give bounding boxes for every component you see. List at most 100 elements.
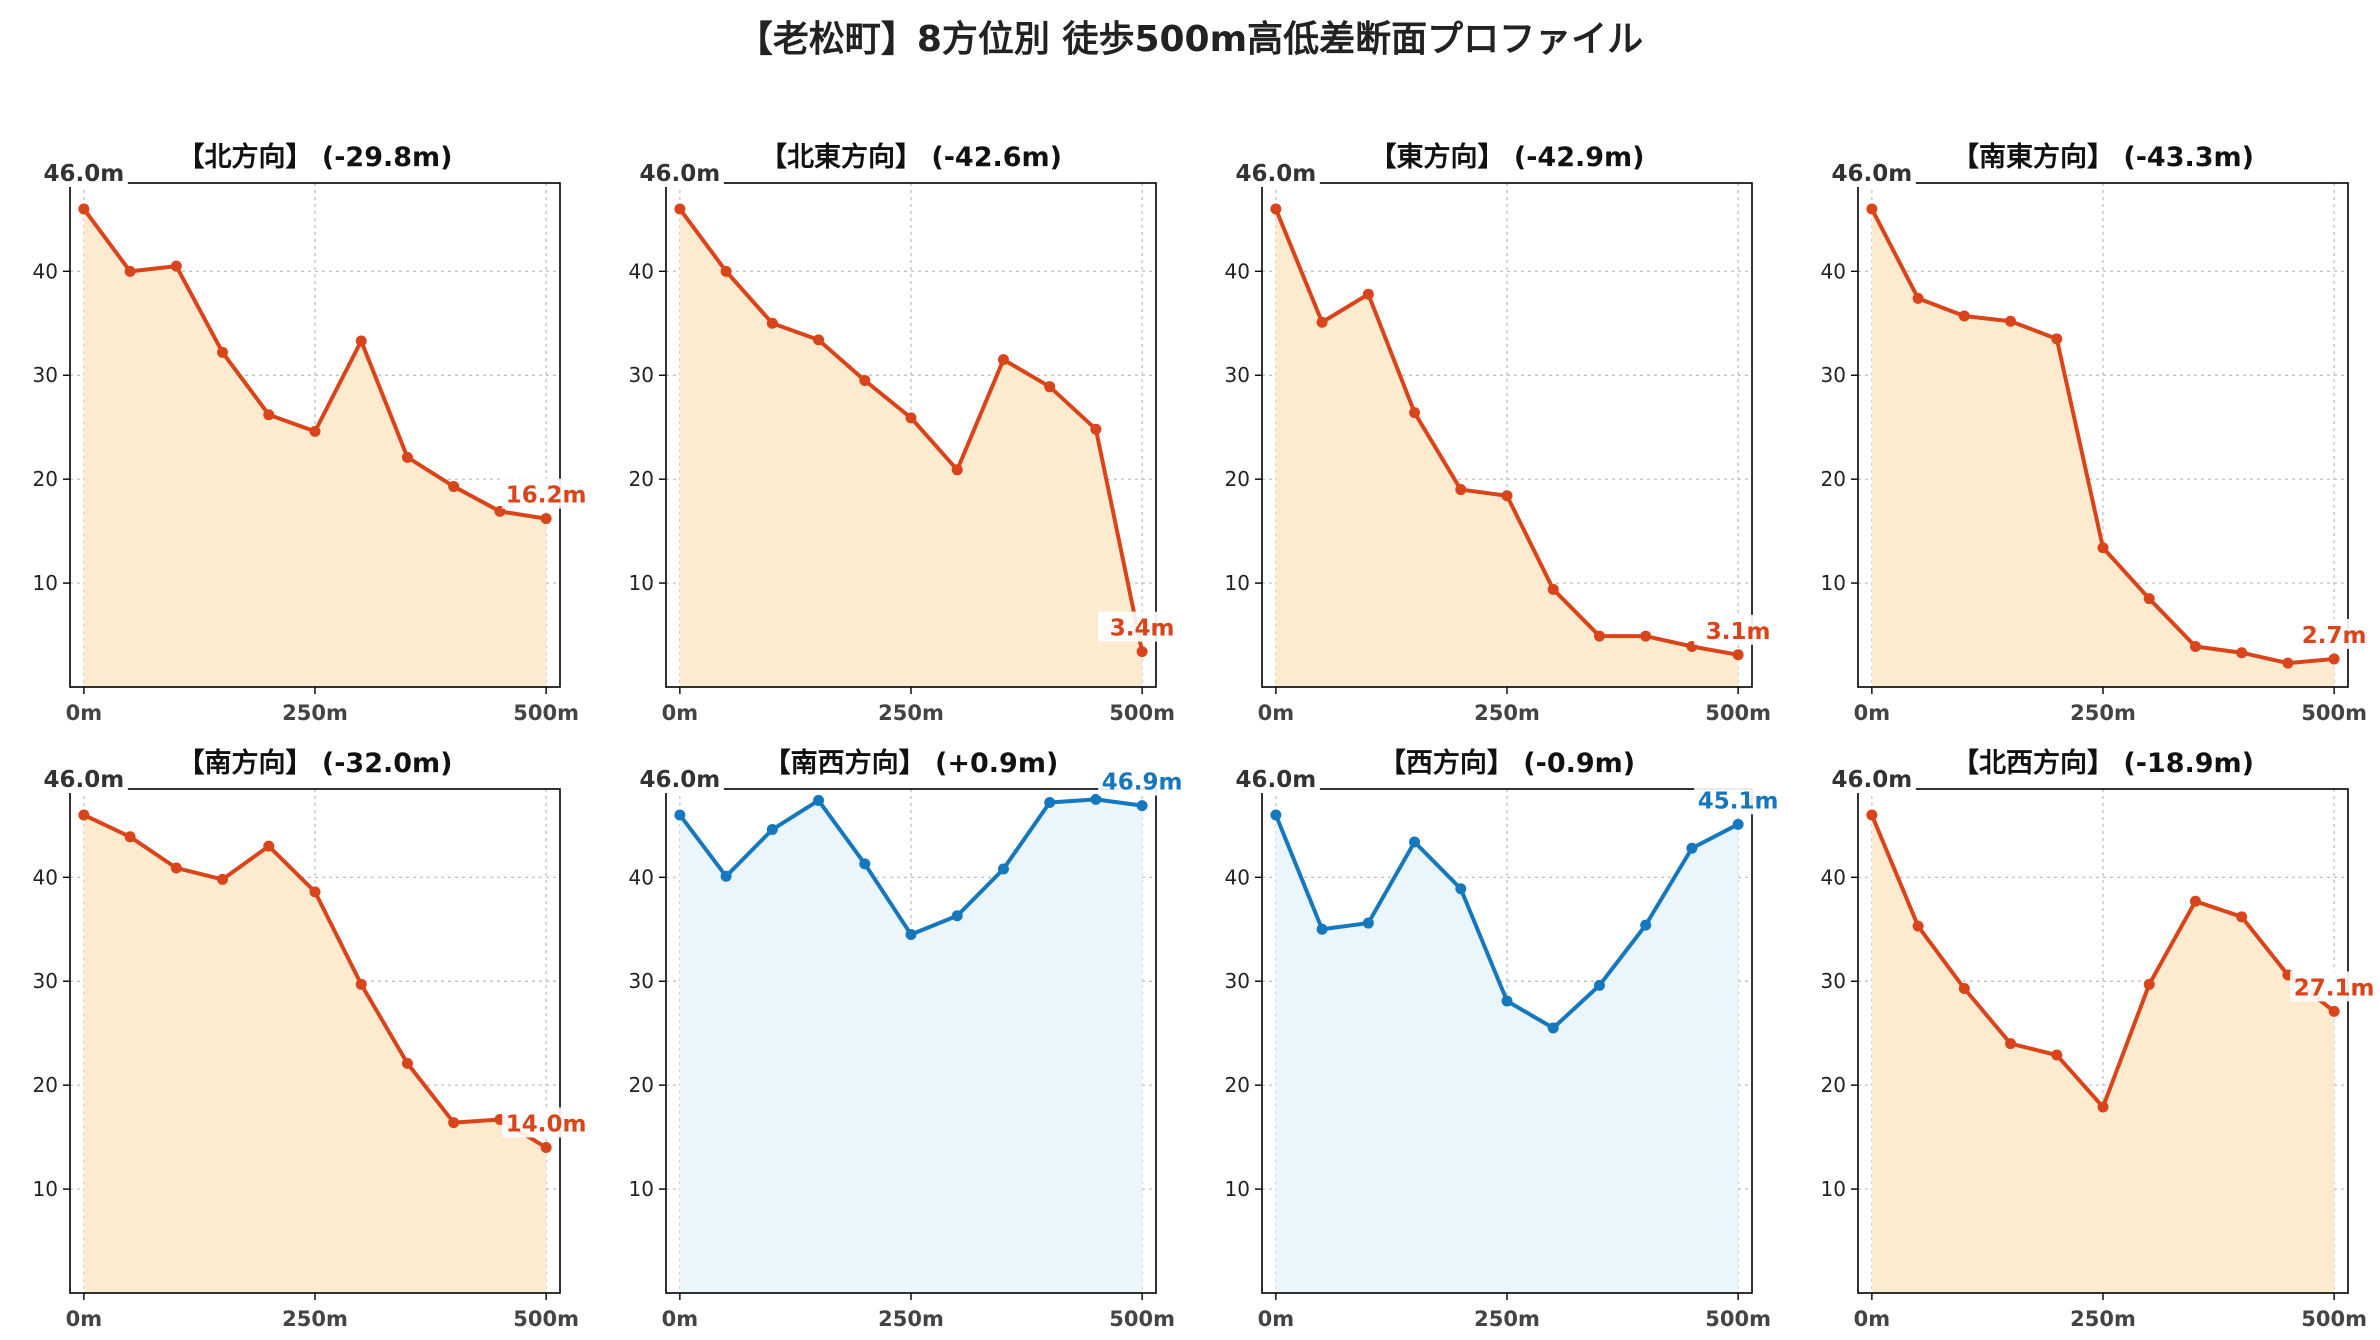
- start-elevation-label: 46.0m: [640, 767, 721, 793]
- data-point: [78, 809, 90, 821]
- data-point: [263, 840, 275, 852]
- x-tick-label: 250m: [878, 701, 944, 725]
- y-tick-label: 40: [1225, 259, 1250, 283]
- data-point: [355, 978, 367, 990]
- data-point: [1958, 983, 1970, 995]
- y-tick-label: 10: [33, 1177, 58, 1201]
- subplot-8: 【北西方向】 (-18.9m) 10 20 30 40 0m 250m 500m 46.0m 27…: [1821, 747, 2377, 1331]
- subplot-2: 【北東方向】 (-42.6m) 10 20 30 40 0m 250m 500m 46.0m 3.…: [629, 141, 1185, 725]
- data-point: [720, 870, 732, 882]
- data-point: [263, 409, 275, 421]
- data-point: [355, 335, 367, 347]
- y-tick-label: 40: [1225, 865, 1250, 889]
- x-tick-label: 0m: [66, 1307, 103, 1331]
- data-point: [1362, 288, 1374, 300]
- data-point: [309, 425, 321, 437]
- data-point: [217, 873, 229, 885]
- data-point: [813, 794, 825, 806]
- subplot-title: 【北方向】 (-29.8m): [177, 141, 452, 173]
- x-tick-label: 500m: [1109, 701, 1175, 725]
- end-label-backing: [2290, 618, 2377, 649]
- x-tick-label: 250m: [878, 1307, 944, 1331]
- y-tick-label: 10: [629, 571, 654, 595]
- start-label-backing: [637, 156, 724, 187]
- data-point: [1912, 920, 1924, 932]
- start-elevation-label: 46.0m: [1832, 767, 1913, 793]
- end-elevation-label: 3.1m: [1706, 619, 1771, 645]
- data-point: [1640, 919, 1652, 931]
- subplot-title: 【南方向】 (-32.0m): [177, 747, 452, 779]
- start-elevation-label: 46.0m: [44, 767, 125, 793]
- elevation-area: [83, 208, 547, 688]
- data-point: [1409, 836, 1421, 848]
- x-tick-label: 0m: [1258, 701, 1295, 725]
- data-point: [2236, 911, 2248, 923]
- data-point: [997, 354, 1009, 366]
- y-tick-label: 30: [1821, 363, 1846, 387]
- y-tick-label: 20: [33, 467, 58, 491]
- elevation-area: [679, 799, 1143, 1293]
- y-tick-label: 10: [33, 571, 58, 595]
- figure-title: 【老松町】8方位別 徒歩500m高低差断面プロファイル: [736, 19, 1644, 60]
- end-label-backing: [502, 478, 589, 509]
- end-label-backing: [1098, 611, 1185, 642]
- start-elevation-label: 46.0m: [640, 161, 721, 187]
- end-elevation-label: 16.2m: [506, 483, 587, 509]
- data-point: [674, 203, 686, 215]
- data-point: [2051, 1049, 2063, 1061]
- end-label-backing: [2290, 971, 2377, 1002]
- data-point: [1547, 583, 1559, 595]
- data-point: [1136, 800, 1148, 812]
- x-tick-label: 250m: [1474, 1307, 1540, 1331]
- x-tick-label: 250m: [282, 1307, 348, 1331]
- y-tick-label: 30: [1225, 363, 1250, 387]
- y-tick-label: 30: [629, 363, 654, 387]
- subplot-7: 【西方向】 (-0.9m) 10 20 30 40 0m 250m 500m 46.0m 45.1…: [1225, 747, 1781, 1331]
- data-point: [2051, 333, 2063, 345]
- data-point: [170, 260, 182, 272]
- end-label-backing: [1694, 784, 1781, 815]
- data-point: [1958, 310, 1970, 322]
- x-tick-label: 0m: [662, 1307, 699, 1331]
- end-label-backing: [502, 1107, 589, 1138]
- x-tick-label: 0m: [66, 701, 103, 725]
- data-point: [1270, 809, 1282, 821]
- x-tick-label: 500m: [1705, 701, 1771, 725]
- start-elevation-label: 46.0m: [1236, 161, 1317, 187]
- data-point: [1409, 407, 1421, 419]
- data-point: [766, 824, 778, 836]
- y-tick-label: 30: [1821, 969, 1846, 993]
- y-tick-label: 30: [629, 969, 654, 993]
- data-point: [1866, 809, 1878, 821]
- data-point: [401, 1057, 413, 1069]
- x-tick-label: 250m: [1474, 701, 1540, 725]
- y-tick-label: 40: [629, 865, 654, 889]
- y-tick-label: 10: [1225, 1177, 1250, 1201]
- data-point: [766, 317, 778, 329]
- data-point: [1547, 1022, 1559, 1034]
- y-tick-label: 10: [1225, 571, 1250, 595]
- data-point: [540, 1142, 552, 1154]
- y-tick-label: 30: [33, 363, 58, 387]
- subplot-title: 【西方向】 (-0.9m): [1379, 747, 1635, 779]
- data-point: [1044, 381, 1056, 393]
- x-tick-label: 500m: [1705, 1307, 1771, 1331]
- x-tick-label: 0m: [1854, 701, 1891, 725]
- data-point: [2236, 647, 2248, 659]
- elevation-area: [1275, 814, 1739, 1293]
- data-point: [859, 858, 871, 870]
- data-point: [1501, 995, 1513, 1007]
- y-tick-label: 20: [629, 467, 654, 491]
- data-point: [674, 809, 686, 821]
- subplot-3: 【東方向】 (-42.9m) 10 20 30 40 0m 250m 500m 46.0m 3.1…: [1225, 141, 1781, 725]
- data-point: [1316, 923, 1328, 935]
- start-label-backing: [41, 156, 128, 187]
- start-label-backing: [1829, 762, 1916, 793]
- data-point: [859, 374, 871, 386]
- data-point: [1732, 818, 1744, 830]
- data-point: [2005, 1038, 2017, 1050]
- data-point: [2005, 315, 2017, 327]
- data-point: [1270, 203, 1282, 215]
- y-tick-label: 20: [629, 1073, 654, 1097]
